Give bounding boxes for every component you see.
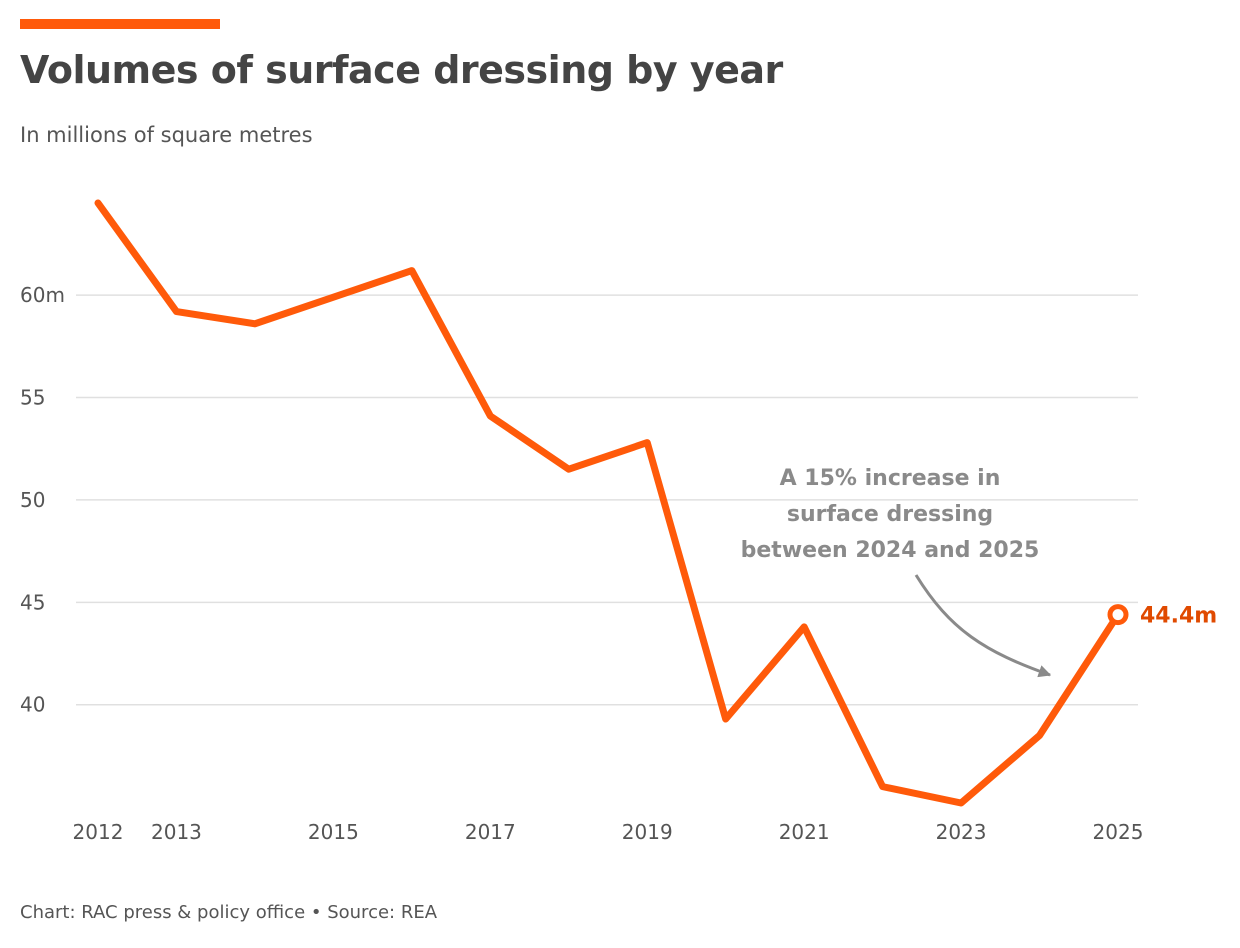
y-tick-label: 55 <box>20 386 45 410</box>
annotation-line-2: surface dressing <box>787 502 993 527</box>
y-tick-label: 45 <box>20 590 45 614</box>
grid-lines <box>76 294 1138 706</box>
end-value-label: 44.4m <box>1140 604 1217 629</box>
chart-subtitle: In millions of square metres <box>20 123 313 147</box>
x-tick-label: 2023 <box>936 820 987 844</box>
x-tick-label: 2013 <box>151 820 202 844</box>
chart-title: Volumes of surface dressing by year <box>20 48 783 92</box>
x-tick-label: 2025 <box>1093 820 1144 844</box>
x-tick-label: 2012 <box>73 820 124 844</box>
end-point-marker <box>1107 604 1129 626</box>
y-axis-ticks: 40 45 50 55 60m <box>20 283 65 717</box>
chart-footer: Chart: RAC press & policy office • Sourc… <box>20 902 438 923</box>
y-tick-label: 40 <box>20 693 45 717</box>
x-tick-label: 2015 <box>308 820 359 844</box>
x-tick-label: 2019 <box>622 820 673 844</box>
x-tick-label: 2021 <box>779 820 830 844</box>
series-line <box>94 199 1122 807</box>
y-tick-label: 60m <box>20 283 65 307</box>
curved-arrow-icon <box>914 574 1052 678</box>
y-tick-label: 50 <box>20 488 45 512</box>
annotation-line-3: between 2024 and 2025 <box>741 538 1040 563</box>
line-chart: 40 45 50 55 60m 2012 2013 2015 2017 2019 2021 2023… <box>20 199 1217 844</box>
series-layer <box>94 199 1129 807</box>
accent-bar <box>20 19 220 29</box>
annotation-line-1: A 15% increase in <box>780 466 1001 491</box>
x-axis-ticks: 2012 2013 2015 2017 2019 2021 2023 2025 <box>73 820 1144 844</box>
x-tick-label: 2017 <box>465 820 516 844</box>
